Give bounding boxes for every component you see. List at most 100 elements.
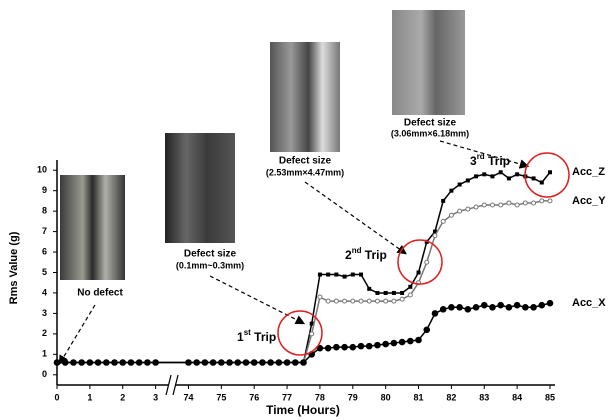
marker: [193, 359, 200, 366]
y-tick-label: 9: [42, 185, 47, 195]
marker: [136, 359, 143, 366]
marker: [119, 359, 126, 366]
series-label: Acc_Z: [572, 166, 605, 178]
annotation: Defect size: [404, 118, 457, 129]
marker: [334, 273, 338, 277]
annotation: (3.06mm×6.18mm): [391, 128, 469, 138]
marker: [111, 359, 118, 366]
marker: [507, 201, 511, 205]
marker: [392, 299, 396, 303]
y-tick-label: 4: [42, 287, 47, 297]
marker: [70, 359, 77, 366]
marker: [366, 343, 373, 350]
series-line: [57, 172, 550, 362]
y-tick-label: 1: [42, 349, 47, 359]
marker: [384, 291, 388, 295]
marker: [326, 299, 330, 303]
marker: [343, 299, 347, 303]
marker: [318, 295, 322, 299]
marker: [532, 201, 536, 205]
marker: [433, 234, 437, 238]
annotation: No defect: [77, 288, 123, 299]
marker: [341, 344, 348, 351]
y-tick-label: 8: [42, 206, 47, 216]
marker: [548, 199, 552, 203]
y-tick-label: 0: [42, 369, 47, 379]
marker: [300, 359, 307, 366]
x-tick-label: 77: [282, 392, 292, 402]
marker: [515, 203, 519, 207]
y-tick-label: 6: [42, 246, 47, 256]
marker: [474, 174, 478, 178]
series-line: [57, 201, 550, 363]
series-line: [57, 303, 550, 362]
marker: [547, 300, 554, 307]
marker: [499, 170, 503, 174]
marker: [251, 359, 258, 366]
marker: [343, 275, 347, 279]
marker: [466, 178, 470, 182]
x-tick-label: 81: [414, 392, 424, 402]
marker: [515, 172, 519, 176]
annotation: (0.1mm~0.3mm): [176, 260, 244, 270]
marker: [458, 183, 462, 187]
marker: [408, 285, 412, 289]
x-tick-label: 78: [315, 392, 325, 402]
marker: [417, 271, 421, 275]
marker: [375, 291, 379, 295]
marker: [359, 273, 363, 277]
marker: [497, 302, 504, 309]
series-label: Acc_X: [572, 297, 606, 309]
annotation: (2.53mm×4.47mm): [266, 167, 344, 177]
marker: [400, 291, 404, 295]
marker: [310, 332, 314, 336]
marker: [128, 359, 135, 366]
marker: [334, 299, 338, 303]
marker: [425, 260, 429, 264]
marker: [218, 359, 225, 366]
marker: [507, 176, 511, 180]
marker: [95, 359, 102, 366]
marker: [473, 304, 480, 311]
marker: [499, 203, 503, 207]
annotation: Defect size: [279, 156, 332, 167]
marker: [210, 359, 217, 366]
marker: [185, 359, 192, 366]
x-tick-label: 80: [381, 392, 391, 402]
chart: No defect Defect size (0.1mm~0.3mm) Defe…: [0, 0, 613, 420]
marker: [481, 302, 488, 309]
marker: [54, 359, 61, 366]
marker: [407, 338, 414, 345]
x-tick-label: 75: [216, 392, 226, 402]
marker: [391, 340, 398, 347]
marker: [449, 189, 453, 193]
series-label: Acc_Y: [572, 195, 606, 207]
marker: [540, 199, 544, 203]
x-tick-label: 3: [153, 392, 158, 402]
marker: [523, 201, 527, 205]
marker: [358, 343, 365, 350]
x-tick-label: 82: [446, 392, 456, 402]
marker: [506, 304, 513, 311]
marker: [382, 341, 389, 348]
marker: [465, 306, 472, 313]
axis-break: [168, 373, 176, 397]
marker: [489, 304, 496, 311]
photo-no-defect: [60, 175, 125, 280]
marker: [103, 359, 110, 366]
x-tick-label: 83: [479, 392, 489, 402]
marker: [144, 359, 151, 366]
marker: [351, 299, 355, 303]
marker: [514, 302, 521, 309]
annotation: Defect size: [184, 249, 237, 260]
marker: [448, 304, 455, 311]
photo-defect-1: [165, 133, 235, 243]
marker: [540, 181, 544, 185]
marker: [456, 304, 463, 311]
marker: [415, 337, 422, 344]
marker: [292, 359, 299, 366]
marker: [202, 359, 209, 366]
x-tick-label: 76: [249, 392, 259, 402]
marker: [350, 344, 357, 351]
marker: [441, 199, 445, 203]
